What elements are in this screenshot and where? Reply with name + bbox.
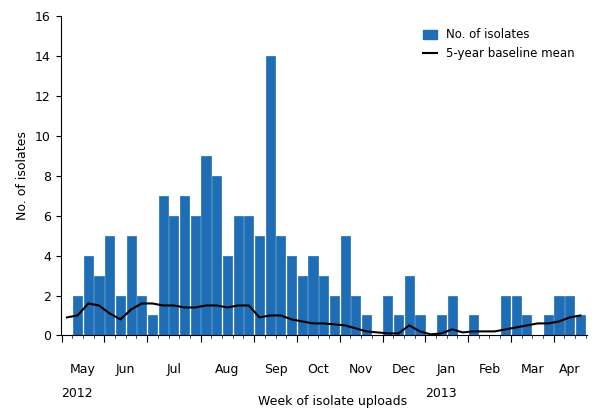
Text: May: May [70,363,96,376]
Bar [394,315,403,335]
Text: Jul: Jul [166,363,181,376]
Bar [126,236,136,335]
Bar [234,216,243,335]
Bar [384,296,393,335]
Bar [223,256,232,335]
Bar [405,276,414,335]
Bar [73,296,82,335]
Text: 2013: 2013 [425,387,457,400]
Bar [137,296,146,335]
Text: 2012: 2012 [62,387,93,400]
Bar [469,315,478,335]
Bar [201,156,211,335]
Bar [287,256,296,335]
Bar [309,256,318,335]
Legend: No. of isolates, 5-year baseline mean: No. of isolates, 5-year baseline mean [417,22,581,66]
Bar [448,296,457,335]
Bar [576,315,585,335]
Bar [276,236,286,335]
Bar [244,216,253,335]
Text: Sep: Sep [264,363,287,376]
Bar [255,236,264,335]
Bar [512,296,521,335]
Bar [191,216,200,335]
Bar [565,296,574,335]
Bar [341,236,350,335]
Bar [148,315,157,335]
Bar [319,276,329,335]
Y-axis label: No. of isolates: No. of isolates [16,131,30,220]
Bar [555,296,564,335]
Bar [116,296,125,335]
Bar [105,236,114,335]
Text: Apr: Apr [559,363,580,376]
Bar [212,176,221,335]
Bar [83,256,93,335]
Bar [330,296,339,335]
Bar [362,315,371,335]
Text: Jan: Jan [437,363,456,376]
Bar [266,56,275,335]
Text: Aug: Aug [215,363,240,376]
Bar [94,276,103,335]
Bar [522,315,531,335]
Text: Oct: Oct [307,363,329,376]
Text: Jun: Jun [116,363,136,376]
Bar [159,196,168,335]
Text: Dec: Dec [391,363,416,376]
Bar [416,315,425,335]
Text: Nov: Nov [349,363,373,376]
Text: Feb: Feb [479,363,500,376]
Bar [501,296,510,335]
Bar [544,315,553,335]
Text: Mar: Mar [520,363,544,376]
Bar [352,296,361,335]
Bar [169,216,178,335]
Bar [298,276,307,335]
Text: Week of isolate uploads: Week of isolate uploads [258,395,407,408]
Bar [180,196,189,335]
Bar [437,315,446,335]
